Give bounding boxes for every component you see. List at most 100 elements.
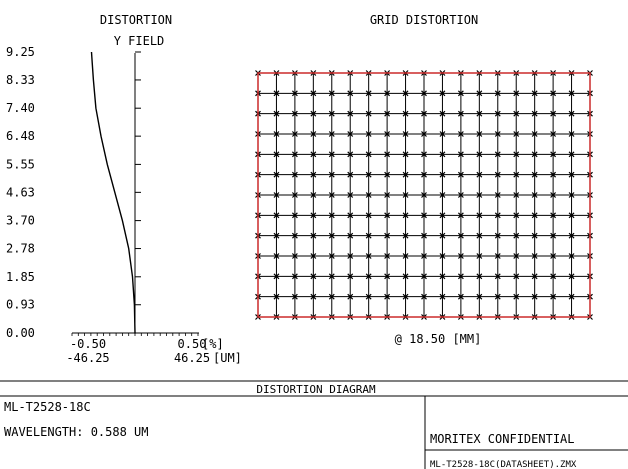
grid-point-marker xyxy=(347,273,354,280)
grid-footer: @ 18.50 [MM] xyxy=(395,332,482,346)
x-tick-label-pct-min: -0.50 xyxy=(70,337,106,351)
grid-point-marker xyxy=(328,171,335,178)
grid-point-marker xyxy=(347,253,354,259)
grid-point-marker xyxy=(347,293,354,300)
grid-point-marker xyxy=(402,171,409,178)
grid-point-marker xyxy=(328,212,335,219)
grid-point-marker xyxy=(347,232,354,239)
grid-title: GRID DISTORTION xyxy=(370,13,478,27)
grid-point-marker xyxy=(476,253,483,259)
grid-point-marker xyxy=(421,293,427,300)
grid-point-marker xyxy=(550,293,557,300)
grid-point-marker xyxy=(310,192,317,198)
grid-point-marker xyxy=(494,110,501,117)
grid-point-marker xyxy=(402,293,409,300)
grid-distortion-plot: GRID DISTORTION @ 18.50 [MM] xyxy=(255,13,593,346)
y-tick-marks xyxy=(135,51,141,306)
grid-point-marker xyxy=(513,253,520,259)
grid-point-marker xyxy=(494,293,501,300)
wavelength: WAVELENGTH: 0.588 UM xyxy=(4,425,149,439)
grid-point-marker xyxy=(310,90,317,97)
grid-point-marker xyxy=(494,171,501,178)
grid-point-marker xyxy=(291,253,298,259)
grid-point-marker xyxy=(439,212,446,219)
grid-point-marker xyxy=(347,212,354,219)
grid-point-marker xyxy=(568,110,575,117)
grid-point-marker xyxy=(531,110,538,117)
grid-point-marker xyxy=(328,151,335,158)
grid-point-marker xyxy=(273,171,280,178)
grid-point-marker xyxy=(421,171,427,178)
grid-point-marker xyxy=(457,171,464,178)
grid-point-marker xyxy=(550,212,557,219)
grid-point-marker xyxy=(310,232,317,239)
grid-point-marker xyxy=(347,171,354,178)
y-tick-label: 6.48 xyxy=(6,129,35,143)
grid-point-marker xyxy=(384,192,391,198)
grid-point-marker xyxy=(550,171,557,178)
grid-point-marker xyxy=(531,253,538,259)
grid-point-marker xyxy=(421,151,427,158)
grid-point-marker xyxy=(273,192,280,198)
grid-point-marker xyxy=(310,110,317,117)
y-tick-label: 5.55 xyxy=(6,157,35,171)
grid-point-marker xyxy=(476,273,483,280)
grid-point-marker xyxy=(402,110,409,117)
grid-point-marker xyxy=(384,273,391,280)
grid-point-marker xyxy=(513,293,520,300)
grid-point-marker xyxy=(402,232,409,239)
grid-point-marker xyxy=(513,171,520,178)
grid-point-marker xyxy=(384,151,391,158)
grid-point-marker xyxy=(531,293,538,300)
grid-point-marker xyxy=(421,273,427,280)
grid-point-marker xyxy=(328,232,335,239)
y-tick-label: 0.00 xyxy=(6,326,35,340)
grid-point-marker xyxy=(421,110,427,117)
grid-point-marker xyxy=(328,192,335,198)
grid-point-marker xyxy=(531,232,538,239)
diagram-title: DISTORTION DIAGRAM xyxy=(256,383,376,396)
grid-point-marker xyxy=(347,131,354,137)
grid-point-marker xyxy=(568,171,575,178)
grid-point-marker xyxy=(568,253,575,259)
grid-point-marker xyxy=(310,171,317,178)
grid-point-marker xyxy=(291,212,298,219)
grid-point-marker xyxy=(439,192,446,198)
grid-point-marker xyxy=(273,293,280,300)
grid-point-marker xyxy=(310,131,317,137)
grid-point-marker xyxy=(550,273,557,280)
y-tick-label: 3.70 xyxy=(6,214,35,228)
grid-point-marker xyxy=(347,90,354,97)
grid-point-marker xyxy=(439,232,446,239)
y-tick-label: 4.63 xyxy=(6,185,35,199)
grid-point-marker xyxy=(494,151,501,158)
x-unit-pct: [%] xyxy=(202,337,224,351)
grid-point-marker xyxy=(550,232,557,239)
grid-point-marker xyxy=(439,273,446,280)
grid-point-marker xyxy=(384,253,391,259)
plot-title: DISTORTION xyxy=(100,13,172,27)
grid-point-marker xyxy=(531,90,538,97)
grid-point-marker xyxy=(494,131,501,137)
grid-point-marker xyxy=(550,110,557,117)
x-tick-label-um-max: 46.25 xyxy=(174,351,210,365)
grid-point-marker xyxy=(402,151,409,158)
grid-point-marker xyxy=(568,293,575,300)
grid-point-marker xyxy=(457,232,464,239)
grid-point-marker xyxy=(328,293,335,300)
grid-point-marker xyxy=(439,253,446,259)
grid-point-marker xyxy=(328,253,335,259)
grid-point-marker xyxy=(310,273,317,280)
x-minor-ticks xyxy=(71,333,199,336)
grid-point-marker xyxy=(310,151,317,158)
grid-point-marker xyxy=(457,192,464,198)
grid-point-marker xyxy=(310,293,317,300)
grid-frame xyxy=(257,72,591,318)
grid-point-marker xyxy=(273,90,280,97)
grid-point-marker xyxy=(457,212,464,219)
grid-point-marker xyxy=(421,232,427,239)
grid-point-marker xyxy=(421,90,427,97)
grid-point-marker xyxy=(365,171,372,178)
grid-point-marker xyxy=(494,90,501,97)
grid-point-marker xyxy=(457,131,464,137)
